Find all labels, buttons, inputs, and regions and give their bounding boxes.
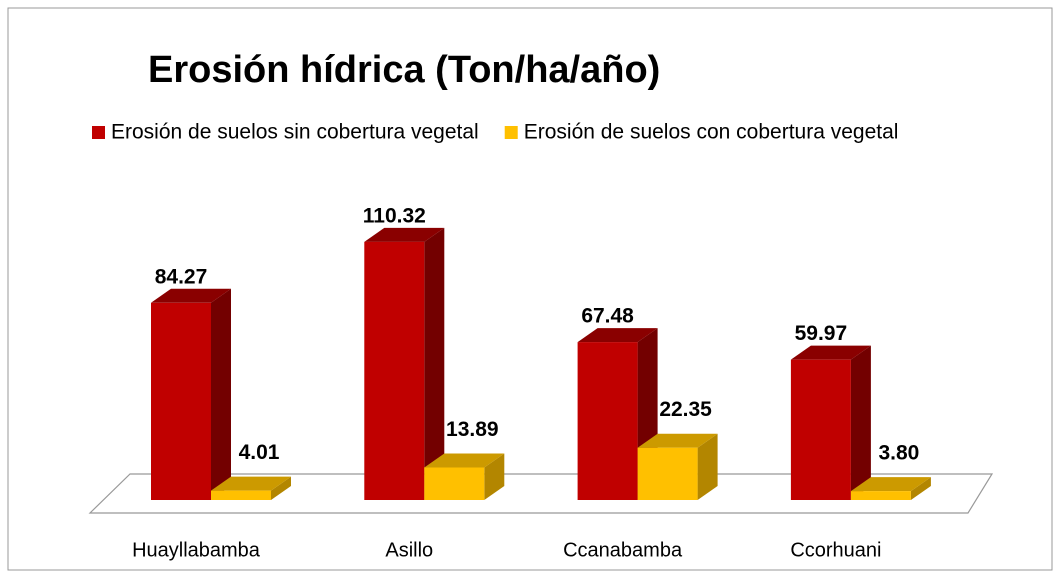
data-label: 4.01 <box>239 441 280 464</box>
bar-side <box>910 477 931 500</box>
bar-top <box>790 345 871 360</box>
data-label: 110.32 <box>363 204 426 227</box>
x-tick-label: Huayllabamba <box>132 539 261 561</box>
bar-side <box>211 288 231 500</box>
bar-top <box>850 477 931 492</box>
floor <box>88 473 994 514</box>
bar <box>850 477 931 500</box>
data-label: 22.35 <box>659 398 712 421</box>
bar-side <box>271 476 291 500</box>
bar-top <box>151 288 231 303</box>
bar-top <box>424 453 505 468</box>
bar-front <box>211 490 271 500</box>
bar-top <box>637 433 718 448</box>
bar-front <box>364 241 425 500</box>
bar-top <box>577 328 658 343</box>
data-label: 3.80 <box>878 442 919 465</box>
bar <box>211 476 291 500</box>
x-tick-label: Asillo <box>385 539 433 561</box>
bar <box>364 227 445 500</box>
bar-side <box>850 345 871 500</box>
data-label: 67.48 <box>581 305 634 328</box>
x-tick-label: Ccanabamba <box>563 539 683 561</box>
legend-label: Erosión de suelos sin cobertura vegetal <box>111 121 479 144</box>
chart-title: Erosión hídrica (Ton/ha/año) <box>148 49 660 91</box>
bar-top <box>364 227 445 242</box>
legend-swatch <box>504 126 518 139</box>
legend-label: Erosión de suelos con cobertura vegetal <box>524 121 899 144</box>
bar-side <box>697 433 718 500</box>
x-tick-label: Ccorhuani <box>790 539 881 561</box>
bar <box>151 288 231 500</box>
bar-front <box>577 342 638 500</box>
bar-side <box>424 227 445 500</box>
data-label: 59.97 <box>795 322 848 345</box>
bar-front <box>850 491 911 500</box>
bar <box>790 345 871 500</box>
legend-swatch <box>92 126 105 139</box>
data-label: 13.89 <box>446 418 499 441</box>
bar-front <box>424 467 485 500</box>
bar-front <box>790 359 851 500</box>
bar <box>424 453 505 500</box>
bar-front <box>151 302 211 500</box>
bar <box>637 433 718 500</box>
bar-top <box>211 476 291 491</box>
bar-side <box>484 453 505 500</box>
bar <box>577 328 658 500</box>
data-label: 84.27 <box>155 265 208 288</box>
bar-front <box>637 447 698 500</box>
